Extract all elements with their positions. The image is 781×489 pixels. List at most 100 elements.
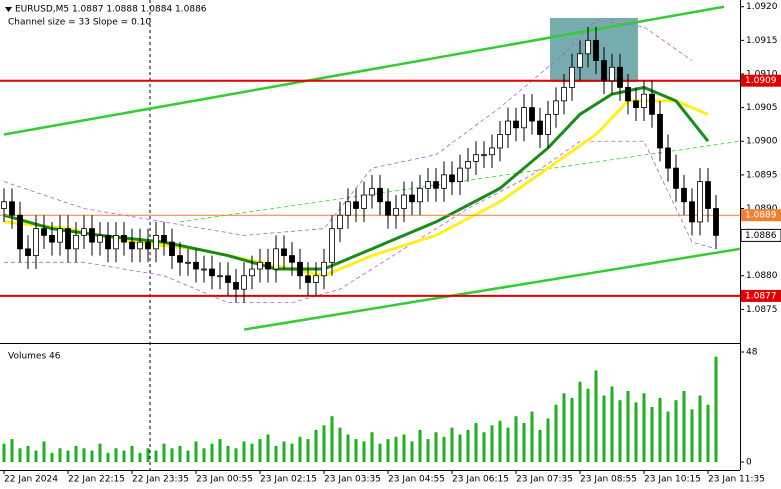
candle-body (577, 53, 583, 68)
candle-body (185, 261, 191, 264)
candle-body (41, 228, 47, 236)
candle-body (289, 255, 295, 263)
x-tick-label: 23 Jan 00:55 (196, 475, 253, 485)
dropdown-icon (5, 7, 12, 12)
x-tick-label: 23 Jan 03:35 (324, 475, 381, 485)
level-label: 1.0909 (745, 76, 777, 86)
candle-body (641, 93, 647, 109)
candle-body (497, 134, 503, 149)
candle-body (449, 174, 455, 182)
candle-body (241, 275, 247, 290)
candle-body (489, 147, 495, 156)
candle-body (81, 228, 87, 236)
candle-body (113, 234, 119, 250)
y-tick-label: 1.0915 (746, 36, 778, 46)
y-tick-label: 1.0890 (746, 204, 778, 214)
indicator-line (243, 247, 740, 331)
candle-body (217, 275, 223, 278)
candle-body (561, 87, 567, 102)
candle-body (193, 261, 199, 270)
candle-body (345, 201, 351, 216)
candle-body (233, 282, 239, 290)
candle-body (201, 268, 207, 271)
candle-body (249, 268, 255, 277)
candle-body (57, 228, 63, 243)
candle-body (65, 228, 71, 250)
x-tick-label: 23 Jan 11:35 (708, 475, 765, 485)
candle-body (665, 147, 671, 169)
candle-body (553, 100, 559, 115)
volume-title: Volumes 46 (8, 352, 61, 362)
candle-body (417, 187, 423, 203)
y-tick-label: 1.0895 (746, 170, 778, 180)
y-tick-label: 1.0900 (746, 137, 778, 147)
indicator-line (3, 5, 725, 136)
candle-body (521, 107, 527, 129)
x-tick-label: 22 Jan 23:35 (132, 475, 189, 485)
candle-body (697, 181, 703, 223)
indicator-line (3, 19, 693, 236)
candle-body (361, 194, 367, 209)
y-tick-label: 1.0905 (746, 103, 778, 113)
price-pane (0, 5, 740, 331)
candle-body (433, 181, 439, 189)
candle-body (177, 255, 183, 263)
candle-body (169, 241, 175, 256)
volume-tick-label: 0 (746, 458, 752, 468)
candle-body (313, 275, 319, 283)
volume-tick-label: 48 (746, 348, 758, 358)
chart-subtitle: Channel size = 33 Slope = 0.10 (8, 18, 151, 28)
candle-body (657, 113, 663, 149)
candle-body (705, 181, 711, 209)
candle-body (297, 261, 303, 277)
candle-body (377, 187, 383, 203)
candle-body (121, 234, 127, 243)
last-price-label: 1.0886 (745, 231, 777, 241)
chart-header: EURUSD,M5 1.0887 1.0888 1.0884 1.0886 (15, 5, 207, 15)
candle-body (281, 248, 287, 256)
candle-body (409, 194, 415, 203)
x-tick-label: 22 Jan 2024 (4, 475, 58, 485)
y-tick-label: 1.0880 (746, 271, 778, 281)
candle-body (161, 234, 167, 243)
candle-body (481, 154, 487, 157)
candle-body (457, 167, 463, 182)
candle-body (401, 194, 407, 209)
candle-body (153, 234, 159, 250)
candle-body (321, 261, 327, 277)
candle-body (1, 201, 7, 209)
candle-body (17, 214, 23, 250)
candle-body (673, 167, 679, 189)
candle-body (617, 66, 623, 88)
candle-body (601, 60, 607, 82)
candle-body (649, 93, 655, 115)
candle-body (257, 261, 263, 270)
candle-body (585, 39, 591, 55)
y-tick-label: 1.0920 (746, 2, 778, 12)
candle-body (505, 120, 511, 135)
level-label: 1.0877 (745, 291, 777, 301)
candle-body (393, 208, 399, 216)
candle-body (569, 66, 575, 88)
candle-body (385, 201, 391, 216)
candle-body (537, 120, 543, 135)
x-tick-label: 23 Jan 06:15 (452, 475, 509, 485)
candle-body (681, 187, 687, 203)
candle-body (713, 208, 719, 236)
level-label-box (741, 209, 781, 222)
candle-body (625, 87, 631, 102)
x-tick-label: 23 Jan 10:15 (644, 475, 701, 485)
candle-body (689, 201, 695, 223)
candle-body (369, 187, 375, 196)
candle-body (329, 228, 335, 263)
candle-body (225, 275, 231, 283)
candle-body (209, 268, 215, 277)
candle-body (89, 228, 95, 243)
candle-body (9, 201, 15, 216)
candle-body (337, 214, 343, 230)
candle-body (97, 234, 103, 243)
candle-body (25, 248, 31, 256)
level-label: 1.0889 (745, 211, 777, 221)
candle-body (129, 241, 135, 250)
